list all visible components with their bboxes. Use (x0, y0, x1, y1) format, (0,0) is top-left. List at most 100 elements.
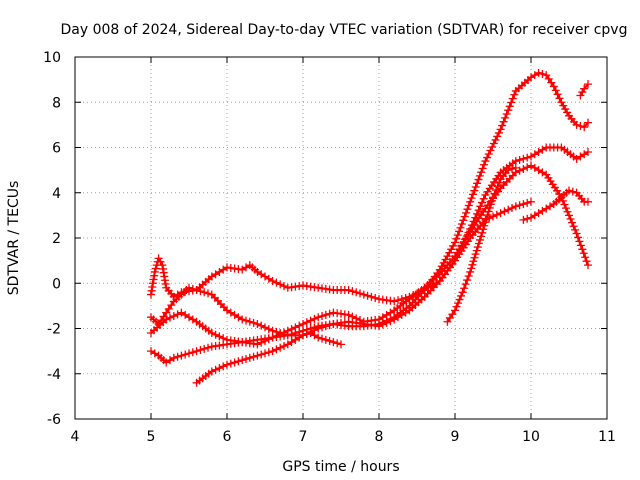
data-point (299, 319, 307, 328)
series-layer (147, 68, 592, 387)
data-point (511, 202, 520, 211)
data-point (515, 201, 524, 210)
data-point (238, 315, 247, 324)
data-point (468, 190, 477, 199)
data-point (185, 349, 193, 358)
data-point (470, 253, 479, 262)
data-point (445, 248, 454, 257)
data-point (268, 326, 277, 335)
data-point (578, 88, 587, 97)
data-point (510, 90, 519, 99)
data-point (150, 267, 159, 276)
data-point (382, 318, 391, 327)
data-point (467, 194, 476, 203)
data-point (572, 120, 581, 129)
data-point (318, 323, 326, 332)
data-point (468, 260, 477, 269)
data-point (485, 203, 494, 212)
data-point (566, 214, 575, 223)
data-point (471, 182, 480, 191)
data-point (310, 326, 319, 335)
data-point (534, 68, 543, 77)
data-point (394, 296, 402, 305)
data-point (493, 182, 502, 191)
data-point (476, 202, 485, 211)
grid-layer (75, 57, 607, 419)
data-point (478, 164, 487, 173)
data-point (162, 315, 171, 324)
data-point (261, 323, 269, 332)
data-point (299, 331, 307, 340)
data-point (367, 292, 376, 301)
data-point (498, 121, 507, 130)
data-point (325, 309, 334, 318)
data-point (204, 289, 212, 298)
data-point (491, 135, 500, 144)
data-point (196, 345, 205, 354)
data-point (177, 351, 186, 360)
data-point (219, 362, 228, 371)
data-point (492, 186, 501, 195)
data-point (574, 233, 583, 242)
series-track-3 (147, 143, 592, 328)
data-point (483, 153, 492, 162)
y-tick-label: -4 (47, 367, 61, 383)
data-point (318, 334, 326, 343)
data-point (486, 200, 495, 209)
data-point (249, 318, 258, 327)
data-point (486, 146, 495, 155)
data-point (487, 196, 496, 205)
data-point (219, 334, 228, 343)
data-point (519, 154, 528, 163)
data-point (333, 339, 342, 348)
data-point (464, 201, 473, 210)
data-point (302, 329, 311, 338)
data-point (565, 186, 573, 195)
data-point (505, 102, 514, 111)
data-point (451, 238, 459, 247)
data-point (154, 254, 163, 263)
data-point (280, 282, 288, 291)
data-point (580, 123, 589, 132)
data-point (478, 228, 487, 237)
data-point (211, 330, 220, 339)
data-point (207, 367, 216, 376)
data-point (211, 365, 220, 374)
data-point (443, 252, 452, 261)
data-point (569, 222, 578, 231)
x-tick-label: 5 (147, 429, 156, 445)
data-point (508, 204, 516, 213)
data-point (280, 342, 288, 351)
series-track-5 (519, 186, 592, 224)
data-point (215, 364, 224, 373)
data-point (511, 157, 520, 166)
data-point (515, 155, 524, 164)
data-point (272, 345, 281, 354)
data-point (557, 98, 566, 107)
data-point (242, 355, 250, 364)
y-tick-label: 2 (52, 231, 61, 247)
data-point (482, 214, 491, 223)
data-point (461, 280, 470, 289)
data-point (230, 358, 239, 367)
x-axis-label: GPS time / hours (282, 459, 399, 475)
data-point (578, 245, 587, 254)
data-point (310, 314, 319, 323)
data-point (352, 288, 361, 297)
data-point (257, 321, 266, 330)
data-point (321, 322, 330, 331)
data-point (264, 325, 273, 334)
x-tick-label: 4 (71, 429, 80, 445)
data-point (479, 225, 488, 234)
data-point (156, 257, 165, 266)
data-point (496, 125, 505, 134)
data-point (169, 312, 178, 321)
data-point (460, 284, 469, 293)
data-point (496, 209, 505, 218)
data-point (555, 94, 564, 103)
data-point (321, 335, 330, 344)
data-point (519, 164, 528, 173)
data-point (249, 352, 258, 361)
data-point (447, 245, 456, 254)
data-point (318, 312, 326, 321)
